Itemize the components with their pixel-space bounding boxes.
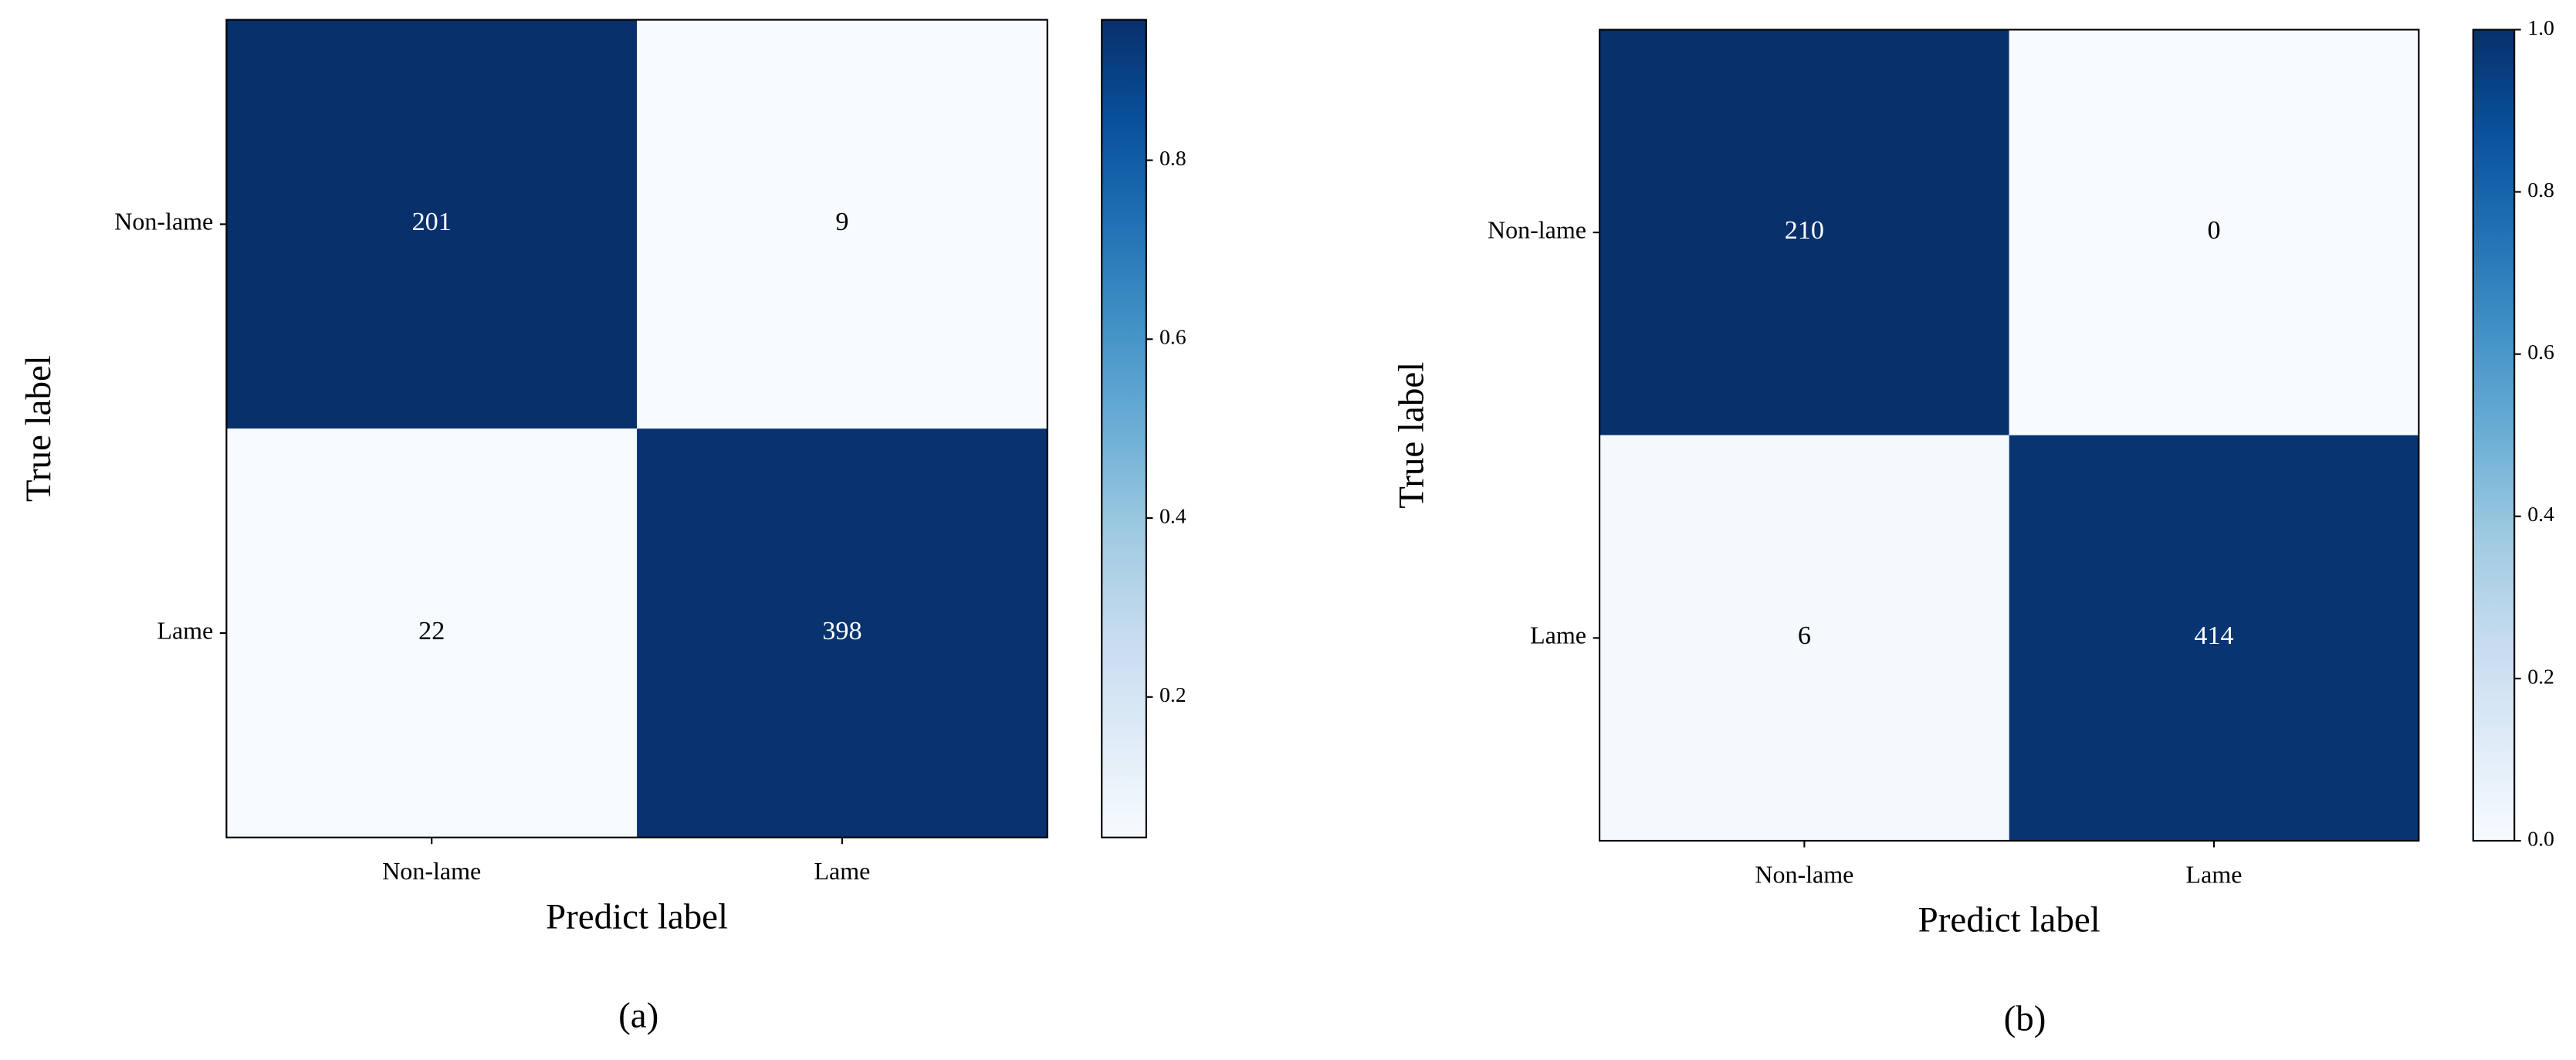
- colorbar-tick-label: 0.6: [2527, 340, 2554, 364]
- x-tick-label: Non-lame: [1755, 860, 1853, 888]
- colorbar-tick-label: 0.2: [2527, 665, 2554, 689]
- colorbar-tick-label: 0.4: [1159, 504, 1186, 528]
- caption: (b): [2004, 999, 2046, 1039]
- y-tick-label: Non-lame: [1488, 215, 1586, 243]
- cell: [637, 428, 1048, 838]
- x-tick-label: Lame: [814, 857, 870, 885]
- x-tick-label: Lame: [2186, 860, 2243, 888]
- cell: [2009, 29, 2419, 435]
- cell-label: 201: [412, 208, 452, 236]
- x-axis-title: Predict label: [1918, 900, 2100, 940]
- colorbar-tick-label: 0.8: [2527, 178, 2554, 202]
- colorbar-tick-label: 0.6: [1159, 326, 1186, 350]
- caption: (a): [618, 995, 658, 1035]
- colorbar-tick-label: 1.0: [2527, 16, 2554, 40]
- cell: [226, 428, 638, 838]
- colorbar: [2472, 29, 2516, 842]
- cell: [226, 19, 638, 429]
- y-axis-title: True label: [1392, 362, 1432, 509]
- cell-label: 6: [1798, 621, 1811, 650]
- colorbar-tick-label: 0.8: [1159, 147, 1186, 171]
- cell-label: 210: [1785, 216, 1824, 245]
- plot-frame: [225, 19, 1048, 838]
- colorbar-tick-label: 0.0: [2527, 827, 2554, 851]
- cell: [1599, 29, 2009, 435]
- y-tick-label: Non-lame: [114, 208, 213, 235]
- colorbar-tick-label: 0.4: [2527, 503, 2554, 527]
- y-tick-label: Lame: [1530, 621, 1586, 649]
- x-axis-title: Predict label: [546, 896, 728, 936]
- cell: [1599, 435, 2009, 842]
- cell-label: 9: [835, 208, 848, 236]
- colorbar-tick-label: 0.2: [1159, 683, 1186, 707]
- cell: [637, 19, 1048, 429]
- cell-label: 0: [2207, 216, 2220, 245]
- cell: [2009, 435, 2419, 842]
- y-tick-label: Lame: [157, 616, 213, 644]
- cell-label: 22: [418, 617, 445, 645]
- cell-label: 398: [822, 617, 861, 645]
- cell-label: 414: [2194, 621, 2233, 650]
- y-axis-title: True label: [19, 355, 59, 502]
- x-tick-label: Non-lame: [382, 857, 481, 885]
- colorbar: [1101, 19, 1147, 838]
- plot-frame: [1599, 29, 2420, 842]
